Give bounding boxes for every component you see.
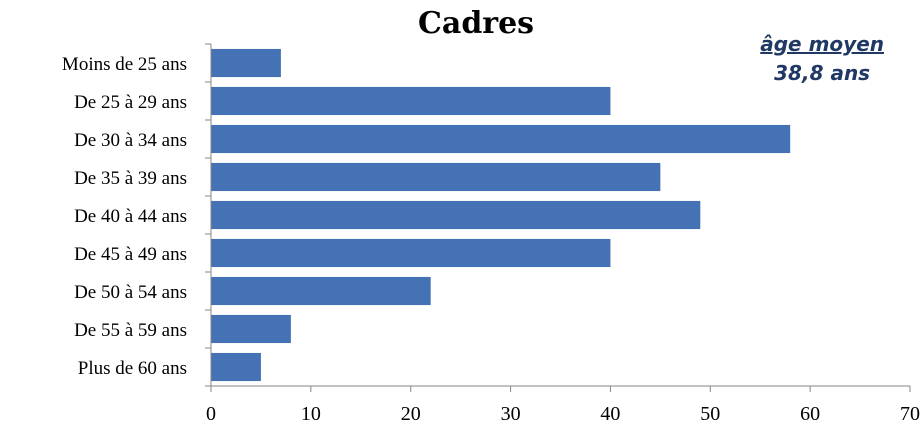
x-tick-label: 0 (206, 403, 216, 425)
y-tick-label: De 45 à 49 ans (74, 244, 187, 265)
y-tick-label: De 40 à 44 ans (74, 206, 187, 227)
x-tick-label: 10 (301, 403, 321, 425)
bar (211, 48, 281, 78)
bar (211, 276, 431, 306)
y-tick-label: De 35 à 39 ans (74, 168, 187, 189)
x-tick-label: 50 (700, 403, 720, 425)
x-tick-label: 20 (401, 403, 421, 425)
bar (211, 124, 791, 154)
y-tick-label: De 30 à 34 ans (74, 130, 187, 151)
x-tick-label: 30 (501, 403, 521, 425)
bar (211, 162, 661, 192)
bar (211, 86, 611, 116)
bar (211, 314, 291, 344)
bar (211, 200, 701, 230)
y-tick-label: De 55 à 59 ans (74, 320, 187, 341)
y-tick-label: De 50 à 54 ans (74, 282, 187, 303)
y-tick-label: Moins de 25 ans (62, 54, 187, 75)
chart-title: Cadres (418, 6, 535, 41)
average-age-note: âge moyen 38,8 ans (760, 30, 884, 88)
average-age-value: 38,8 ans (774, 61, 871, 85)
bar (211, 352, 261, 382)
x-tick-label: 60 (800, 403, 820, 425)
x-tick-label: 40 (600, 403, 620, 425)
average-age-label: âge moyen (760, 32, 884, 56)
x-tick-label: 70 (900, 403, 920, 425)
bar (211, 238, 611, 268)
y-tick-label: De 25 à 29 ans (74, 92, 187, 113)
y-tick-label: Plus de 60 ans (78, 358, 187, 379)
